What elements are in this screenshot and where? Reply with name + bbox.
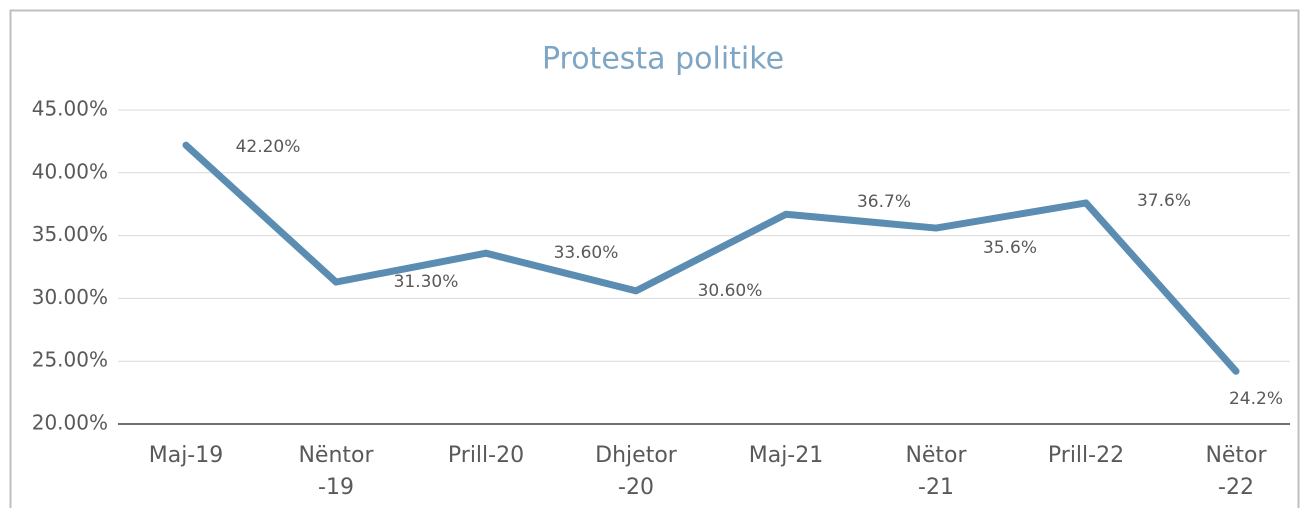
data-label: 24.2%	[1229, 389, 1283, 409]
y-tick-label: 20.00%	[32, 411, 108, 435]
y-tick-label: 45.00%	[32, 97, 108, 121]
data-label: 42.20%	[236, 137, 301, 157]
x-tick-label: Prill-20	[448, 443, 524, 468]
x-tick-label: Maj-19	[149, 443, 224, 468]
y-tick-label: 25.00%	[32, 348, 108, 372]
data-label: 31.30%	[394, 272, 459, 292]
line	[182, 141, 1240, 375]
y-tick-label: 30.00%	[32, 285, 108, 309]
data-label: 33.60%	[554, 243, 619, 263]
x-tick-label: Nëtor -22	[1205, 443, 1267, 500]
chart-title: Protesta politike	[542, 42, 784, 77]
data-label: 35.6%	[983, 238, 1037, 258]
y-tick-label: 35.00%	[32, 222, 108, 246]
data-label: 37.6%	[1137, 191, 1191, 211]
y-tick-label: 40.00%	[32, 159, 108, 183]
chart-frame	[9, 9, 1300, 508]
data-label: 30.60%	[698, 281, 763, 301]
x-tick-label: Maj-21	[749, 443, 824, 468]
x-tick-label: Nëtor -21	[905, 443, 967, 500]
x-tick-label: Nëntor -19	[298, 443, 374, 500]
x-tick-label: Prill-22	[1048, 443, 1124, 468]
data-label: 36.7%	[857, 192, 911, 212]
x-tick-label: Dhjetor -20	[595, 443, 678, 500]
